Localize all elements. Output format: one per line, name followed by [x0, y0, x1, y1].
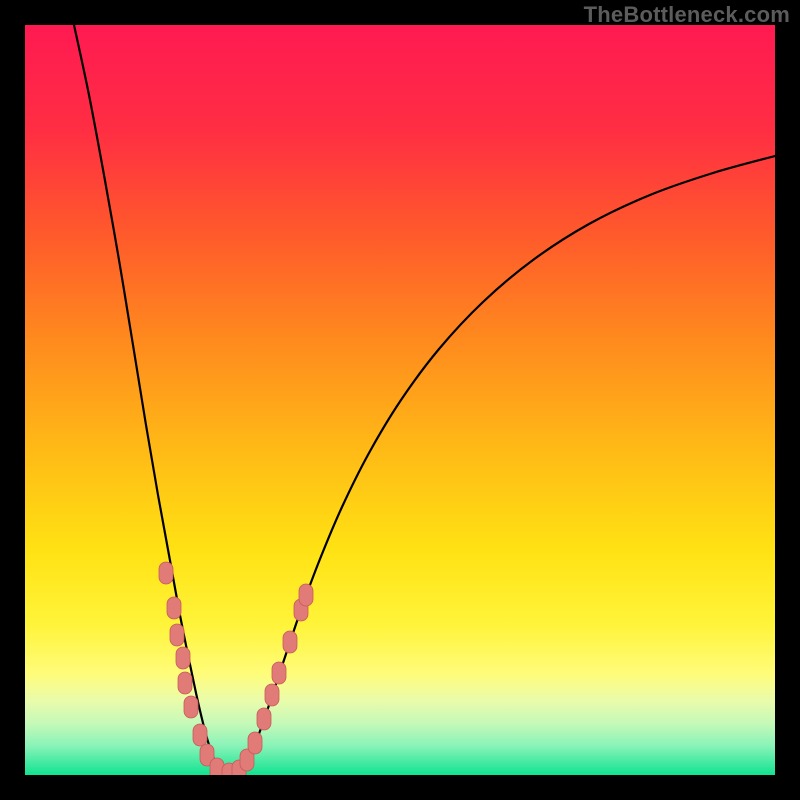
- data-marker: [178, 672, 192, 694]
- data-marker: [257, 708, 271, 730]
- data-marker: [265, 684, 279, 706]
- data-marker: [170, 624, 184, 646]
- data-marker: [184, 696, 198, 718]
- data-marker: [248, 732, 262, 754]
- data-marker: [283, 631, 297, 653]
- data-marker: [176, 647, 190, 669]
- data-marker: [272, 662, 286, 684]
- data-marker: [193, 724, 207, 746]
- data-marker: [299, 584, 313, 606]
- plot-area: [25, 25, 775, 775]
- watermark-text: TheBottleneck.com: [584, 2, 790, 28]
- data-markers: [25, 25, 775, 775]
- chart-root: TheBottleneck.com: [0, 0, 800, 800]
- data-marker: [159, 562, 173, 584]
- data-marker: [167, 597, 181, 619]
